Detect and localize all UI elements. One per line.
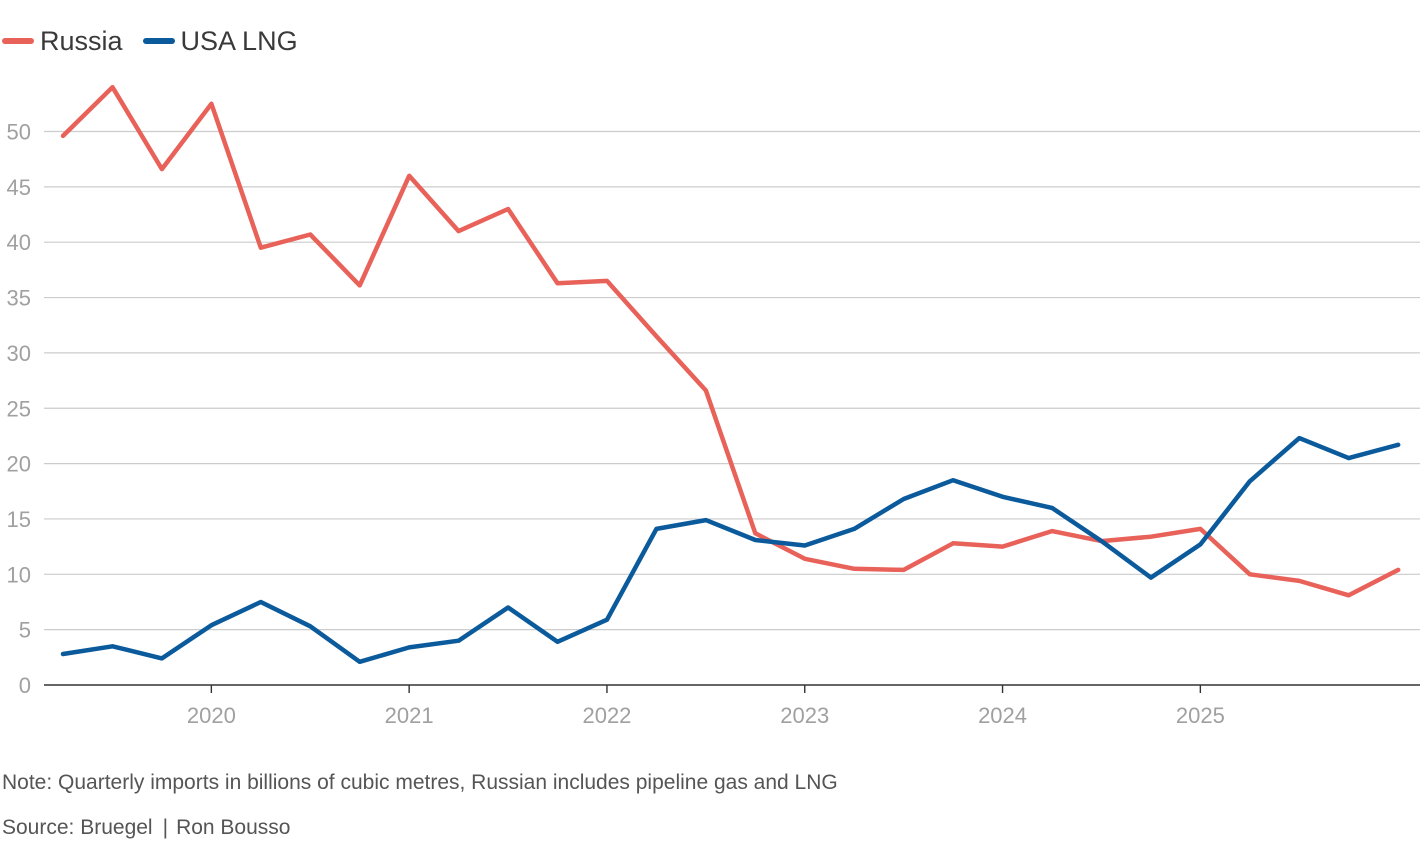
chart-note: Note: Quarterly imports in billions of c… [2,771,838,794]
source-separator: | [162,816,169,839]
y-tick-label: 25 [7,396,31,421]
y-tick-label: 20 [7,452,31,477]
x-tick-label: 2024 [978,703,1027,728]
legend-label-russia: Russia [40,25,123,56]
x-tick-label: 2023 [780,703,829,728]
x-axis-ticks: 2020 2021 2022 2023 2024 2025 [187,685,1225,728]
chart-source: Source: Bruegel | Ron Bousso [2,816,290,840]
source-author: Ron Bousso [176,816,291,839]
x-tick-label: 2020 [187,703,236,728]
series-line-usa-lng [60,435,1401,665]
series-lines [60,84,1401,665]
x-tick-label: 2021 [385,703,434,728]
legend-swatch-russia [2,38,34,44]
y-axis-ticks: 0 5 10 15 20 25 30 35 40 45 50 [7,120,31,699]
chart-legend: Russia USA LNG [2,22,318,60]
x-tick-label: 2025 [1176,703,1225,728]
y-tick-label: 30 [7,341,31,366]
legend-item-russia: Russia [2,26,123,57]
legend-label-usa-lng: USA LNG [180,25,298,56]
y-tick-label: 50 [7,120,31,145]
y-tick-label: 40 [7,230,31,255]
source-label: Source: Bruegel [2,816,153,839]
y-tick-label: 35 [7,286,31,311]
y-tick-label: 45 [7,175,31,200]
x-tick-label: 2022 [582,703,631,728]
y-tick-label: 5 [19,618,31,643]
y-tick-label: 15 [7,507,31,532]
legend-swatch-usa-lng [142,38,175,44]
y-tick-label: 0 [19,673,31,698]
legend-item-usa-lng: USA LNG [142,25,298,57]
series-line-russia [60,84,1401,598]
grid-lines [44,130,1420,631]
y-tick-label: 10 [7,562,31,587]
